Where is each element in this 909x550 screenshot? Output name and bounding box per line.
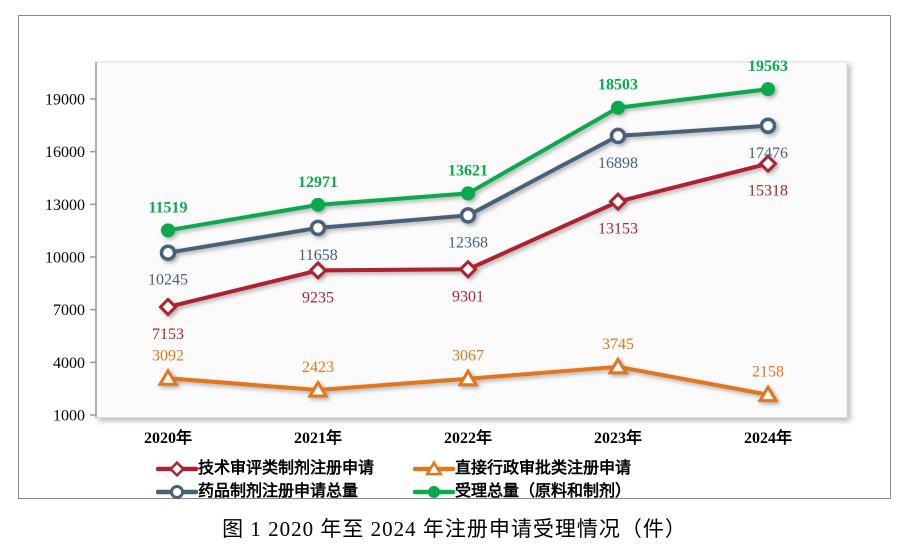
x-tick-label: 2021年 xyxy=(294,428,342,447)
y-tick-label: 13000 xyxy=(45,197,85,214)
x-tick-label: 2024年 xyxy=(744,428,792,447)
legend-item-grand-total: 受理总量（原料和制剂） xyxy=(412,482,632,502)
data-label: 12368 xyxy=(448,234,488,251)
data-label: 9235 xyxy=(302,289,334,306)
x-tick-label: 2023年 xyxy=(594,428,642,447)
data-label: 7153 xyxy=(152,326,184,343)
x-tick-label: 2020年 xyxy=(144,428,192,447)
chart-legend: 技术审评类制剂注册申请 直接行政审批类注册申请 药品制剂注册申请总量 受理总量（… xyxy=(155,459,632,502)
triangle-marker-icon xyxy=(412,460,456,478)
legend-label: 受理总量（原料和制剂） xyxy=(455,483,632,500)
data-label: 3067 xyxy=(452,348,484,365)
data-label: 11519 xyxy=(148,199,187,216)
data-label: 19563 xyxy=(748,58,788,75)
data-label: 18503 xyxy=(598,77,638,94)
x-tick-label: 2022年 xyxy=(444,428,492,447)
diamond-marker-icon xyxy=(155,460,199,478)
data-label: 9301 xyxy=(452,288,484,305)
y-tick-label: 10000 xyxy=(45,250,85,267)
data-label: 13153 xyxy=(598,221,638,238)
y-tick-label: 1000 xyxy=(53,408,85,425)
legend-label: 技术审评类制剂注册申请 xyxy=(198,460,375,477)
y-tick-label: 7000 xyxy=(53,302,85,319)
series-3 xyxy=(161,82,775,238)
series-0 xyxy=(158,154,778,317)
legend-item-direct-admin: 直接行政审批类注册申请 xyxy=(412,459,632,479)
data-label: 3745 xyxy=(602,336,634,353)
data-label: 11658 xyxy=(298,247,337,264)
series-2 xyxy=(159,117,777,261)
figure-caption: 图 1 2020 年至 2024 年注册申请受理情况（件） xyxy=(222,517,687,541)
legend-label: 药品制剂注册申请总量 xyxy=(198,483,359,500)
y-tick-label: 4000 xyxy=(53,355,85,372)
data-label: 10245 xyxy=(148,272,188,289)
plot-area xyxy=(95,61,848,418)
data-label: 17476 xyxy=(748,145,788,162)
circle-filled-marker-icon xyxy=(412,483,456,501)
data-label: 12971 xyxy=(298,174,338,191)
data-label: 15318 xyxy=(748,183,788,200)
legend-item-tech-review: 技术审评类制剂注册申请 xyxy=(155,459,413,479)
legend-label: 直接行政审批类注册申请 xyxy=(455,460,632,477)
data-label: 3092 xyxy=(152,347,184,364)
legend-item-drug-total: 药品制剂注册申请总量 xyxy=(155,482,413,502)
circle-open-marker-icon xyxy=(155,483,199,501)
series-1 xyxy=(157,356,779,403)
data-label: 2423 xyxy=(302,359,334,376)
y-tick-label: 16000 xyxy=(45,144,85,161)
data-label: 13621 xyxy=(448,162,488,179)
y-tick-label: 19000 xyxy=(45,92,85,109)
data-label: 2158 xyxy=(752,364,784,381)
data-label: 16898 xyxy=(598,155,638,172)
